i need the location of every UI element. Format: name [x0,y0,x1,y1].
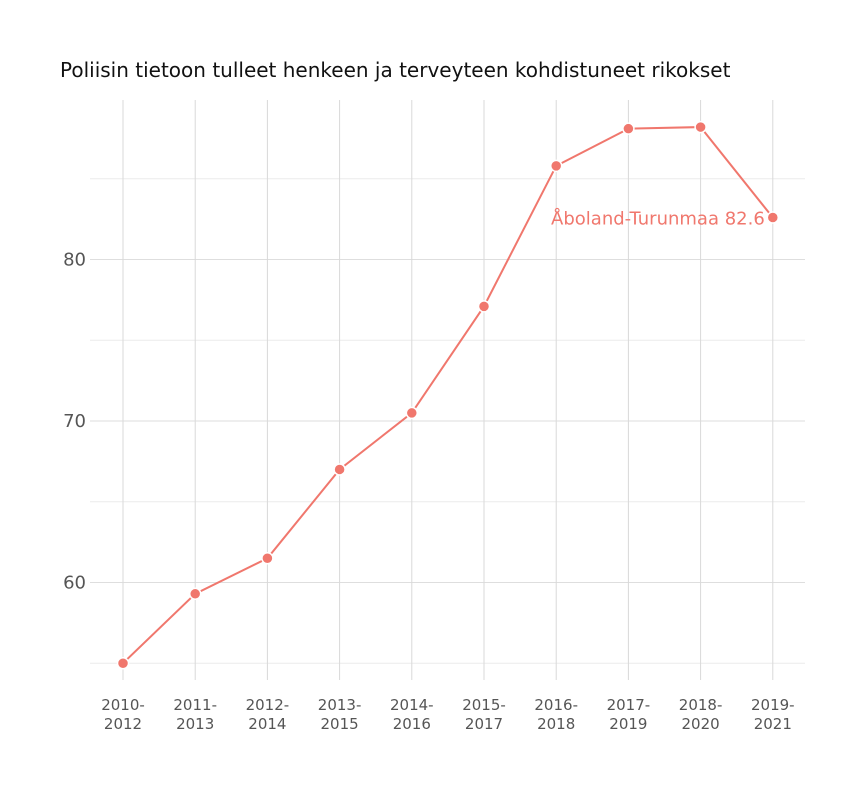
data-point [622,122,635,135]
data-point [116,657,130,670]
data-point [694,120,707,134]
y-axis: 60 70 80 [63,250,86,594]
data-point [188,587,202,601]
series-group [116,120,780,670]
x-tick-label: 2012-2014 [246,696,290,733]
series-line [122,126,774,664]
x-tick-label: 2019-2021 [751,696,795,733]
x-tick-label: 2015-2017 [462,696,506,733]
x-tick-label: 2016-2018 [534,696,578,733]
grid [90,100,805,680]
data-point [477,300,491,313]
x-tick-label: 2010-2012 [101,696,145,733]
y-tick-label: 60 [63,573,86,594]
x-tick-label: 2011-2013 [173,696,217,733]
data-point [333,463,346,476]
chart-title: Poliisin tietoon tulleet henkeen ja terv… [60,58,731,82]
data-point [261,552,274,565]
x-tick-label: 2013-2015 [318,696,362,733]
x-tick-label: 2014-2016 [390,696,434,733]
y-tick-label: 70 [63,411,86,432]
data-point [405,406,419,420]
annotation-label: Åboland-Turunmaa 82.6 [551,208,765,230]
data-point [549,159,563,173]
x-tick-label: 2018-2020 [679,696,723,733]
y-tick-label: 80 [63,250,86,271]
x-tick-label: 2017-2019 [607,696,651,733]
x-axis: 2010-2012 2011-2013 2012-2014 2013-2015 2014… [101,696,794,733]
data-point [766,211,780,224]
